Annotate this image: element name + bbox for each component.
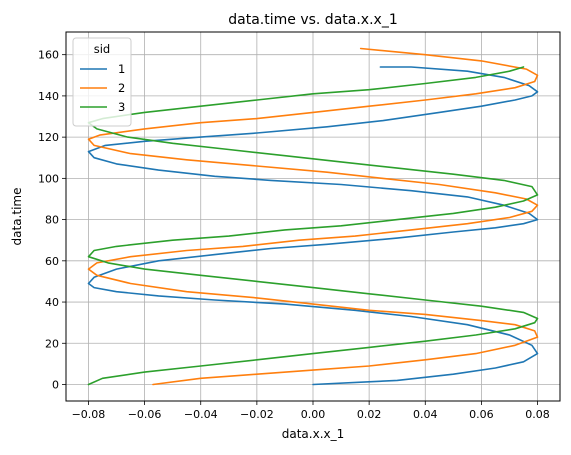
x-tick-label: 0.04 — [413, 408, 438, 421]
y-axis-title: data.time — [10, 188, 24, 246]
y-tick-label: 20 — [45, 337, 59, 350]
legend-label-2: 2 — [118, 81, 125, 95]
y-tick-label: 160 — [38, 49, 59, 62]
legend-label-3: 3 — [118, 100, 125, 114]
x-tick-label: 0.06 — [469, 408, 494, 421]
y-tick-label: 80 — [45, 214, 59, 227]
x-axis-title: data.x.x_1 — [282, 427, 345, 441]
x-tick-label: 0.00 — [301, 408, 326, 421]
x-tick-label: −0.08 — [72, 408, 106, 421]
y-tick-label: 60 — [45, 255, 59, 268]
y-tick-label: 120 — [38, 131, 59, 144]
x-tick-label: −0.02 — [240, 408, 274, 421]
y-tick-label: 40 — [45, 296, 59, 309]
legend-title: sid — [94, 42, 111, 56]
y-tick-label: 100 — [38, 172, 59, 185]
x-tick-label: 0.08 — [525, 408, 550, 421]
legend-label-1: 1 — [118, 62, 125, 76]
legend: sid 1 2 3 — [73, 38, 131, 126]
chart-title: data.time vs. data.x.x_1 — [228, 12, 397, 28]
x-tick-label: −0.04 — [184, 408, 218, 421]
x-tick-label: −0.06 — [128, 408, 162, 421]
y-tick-label: 0 — [52, 379, 59, 392]
y-tick-label: 140 — [38, 90, 59, 103]
x-tick-label: 0.02 — [357, 408, 382, 421]
